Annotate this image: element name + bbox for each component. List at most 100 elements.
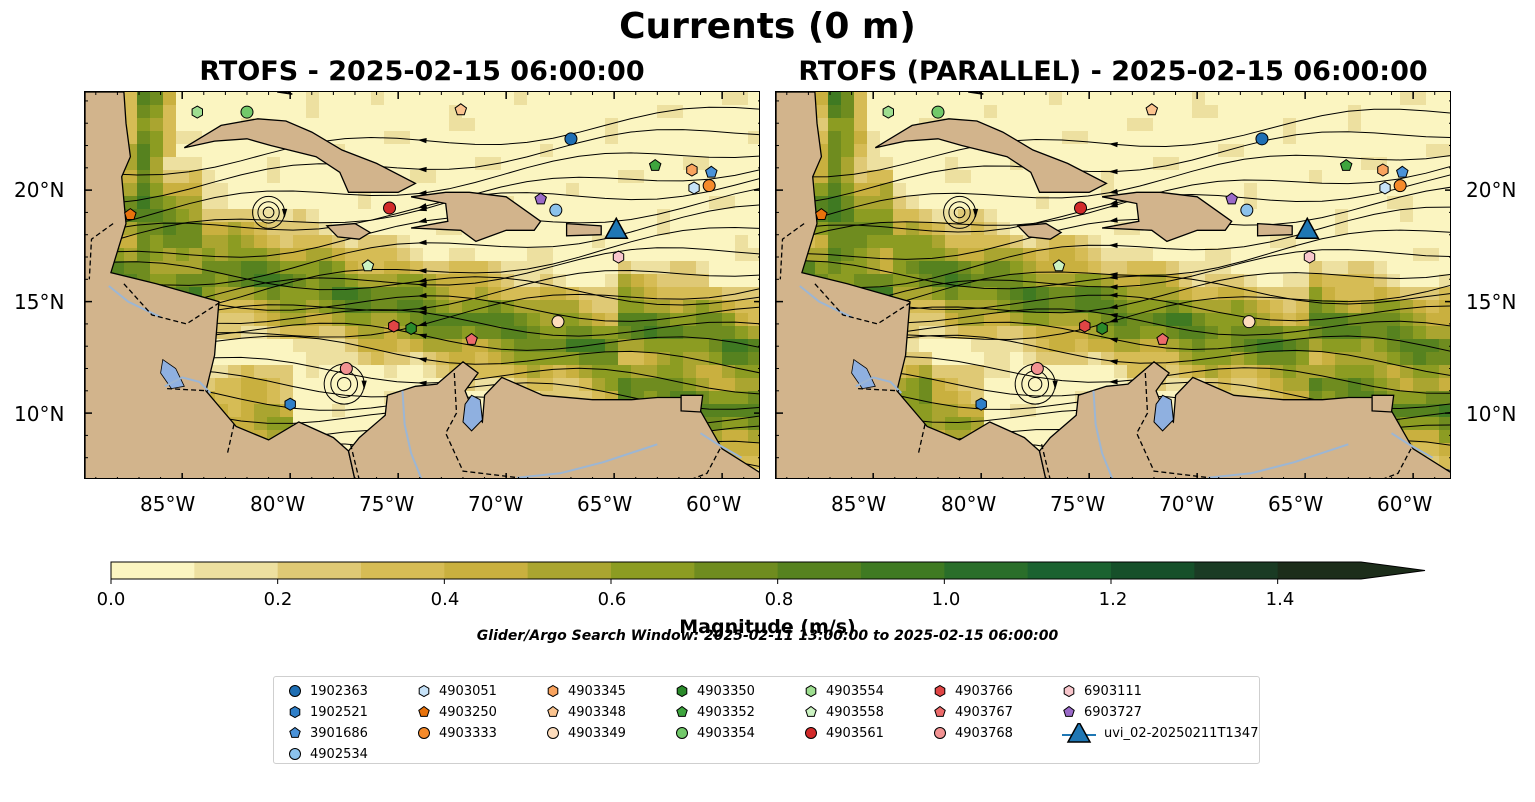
- axis-ticks: [85, 92, 759, 478]
- marker-1902521[interactable]: [284, 397, 296, 411]
- country-borders: [779, 223, 1412, 478]
- lon-tick-b-80: 80°W: [941, 492, 997, 516]
- marker-1902363[interactable]: [1255, 132, 1269, 146]
- legend-item-6903111: 6903111: [1062, 681, 1142, 701]
- lake-nicaragua: [160, 358, 185, 390]
- marker-4903345[interactable]: [686, 163, 698, 177]
- marker-4903333[interactable]: [1393, 179, 1407, 193]
- legend-item-4903354: 4903354: [675, 723, 755, 743]
- legend-label: 4903767: [955, 704, 1013, 720]
- rivers: [799, 285, 1434, 478]
- hexagon-marker-icon: [934, 684, 946, 698]
- marker-6903111[interactable]: [612, 250, 625, 264]
- marker-4903250[interactable]: [124, 207, 137, 220]
- legend-item-4903766: 4903766: [933, 681, 1013, 701]
- lat-tick-left-10: 10°N: [14, 402, 65, 426]
- marker-4903766[interactable]: [388, 319, 400, 333]
- marker-3901686[interactable]: [705, 165, 718, 178]
- search-window-note: Glider/Argo Search Window: 2025-02-11 13…: [476, 628, 1059, 644]
- marker-4903558[interactable]: [1052, 259, 1066, 272]
- observation-markers: [815, 103, 1409, 411]
- hexagon-marker-icon: [289, 705, 301, 719]
- marker-4903558[interactable]: [361, 259, 375, 272]
- marker-4902534[interactable]: [1240, 203, 1254, 217]
- legend-label: 4903250: [439, 704, 497, 720]
- marker-4903767[interactable]: [465, 332, 478, 345]
- pentagon-marker-icon: [547, 705, 559, 717]
- colorbar-bin: [944, 562, 1029, 579]
- legend-item-4902534: 4902534: [288, 744, 368, 764]
- legend-item-4903558: 4903558: [804, 702, 884, 722]
- legend-item-4903561: 4903561: [804, 723, 884, 743]
- marker-4903768[interactable]: [339, 362, 353, 376]
- marker-4903350[interactable]: [1096, 321, 1108, 335]
- map-panel-rtofs-parallel[interactable]: [775, 91, 1451, 479]
- lat-tick-left-15: 15°N: [14, 290, 65, 314]
- colorbar-bin: [1277, 562, 1362, 579]
- legend-label: 4903768: [955, 725, 1013, 741]
- colorbar-bin: [777, 562, 862, 579]
- legend-label: 1902363: [310, 683, 368, 699]
- marker-4903349[interactable]: [1242, 315, 1256, 329]
- marker-4903561[interactable]: [383, 201, 397, 215]
- colorbar-bin: [277, 562, 362, 579]
- marker-4903354[interactable]: [240, 105, 254, 119]
- marker-4903051[interactable]: [688, 181, 700, 195]
- hexagon-marker-icon: [418, 684, 430, 698]
- pentagon-marker-icon: [418, 705, 430, 717]
- marker-3901686[interactable]: [1396, 165, 1409, 178]
- marker-6903111[interactable]: [1303, 250, 1316, 264]
- marker-4903352[interactable]: [1339, 158, 1353, 171]
- marker-4903561[interactable]: [1074, 201, 1088, 215]
- map-canvas: [85, 92, 759, 478]
- marker-4903348[interactable]: [454, 103, 468, 116]
- marker-6903727[interactable]: [1225, 192, 1238, 205]
- legend-label: 6903727: [1084, 704, 1142, 720]
- marker-uvi_02-20250211T1347[interactable]: [1295, 216, 1320, 240]
- pentagon-marker-icon: [934, 705, 946, 717]
- pentagon-marker-icon: [676, 705, 688, 717]
- marker-4903333[interactable]: [702, 179, 716, 193]
- marker-4903766[interactable]: [1079, 319, 1091, 333]
- marker-4902534[interactable]: [549, 203, 563, 217]
- marker-1902521[interactable]: [975, 397, 987, 411]
- colorbar-tick-2: 0.4: [430, 589, 460, 610]
- colorbar-bin: [444, 562, 529, 579]
- legend-item-4903348: 4903348: [546, 702, 626, 722]
- marker-4903051[interactable]: [1379, 181, 1391, 195]
- legend-item-4903333: 4903333: [417, 723, 497, 743]
- marker-4903354[interactable]: [931, 105, 945, 119]
- colorbar-bin: [1111, 562, 1195, 579]
- lon-tick-a-75: 75°W: [359, 492, 415, 516]
- lon-tick-b-65: 65°W: [1268, 492, 1324, 516]
- lon-tick-a-85: 85°W: [140, 492, 196, 516]
- marker-4903345[interactable]: [1377, 163, 1389, 177]
- marker-1902363[interactable]: [564, 132, 578, 146]
- marker-4903352[interactable]: [648, 158, 662, 171]
- marker-6903727[interactable]: [534, 192, 547, 205]
- legend-item-1902363: 1902363: [288, 681, 368, 701]
- marker-4903348[interactable]: [1145, 103, 1159, 116]
- marker-4903554[interactable]: [882, 105, 894, 119]
- triangle-marker-icon: [1062, 723, 1096, 743]
- legend-item-4903350: 4903350: [675, 681, 755, 701]
- marker-uvi_02-20250211T1347[interactable]: [604, 216, 629, 240]
- map-panel-rtofs[interactable]: [84, 91, 760, 479]
- marker-4903250[interactable]: [815, 207, 828, 220]
- colorbar-tick-1: 0.2: [263, 589, 293, 610]
- lat-tick-right-15: 15°N: [1466, 290, 1517, 314]
- colorbar-bin: [611, 562, 695, 579]
- marker-4903349[interactable]: [551, 315, 565, 329]
- marker-4903554[interactable]: [191, 105, 203, 119]
- legend-label: 4903350: [697, 683, 755, 699]
- lake-nicaragua: [851, 358, 876, 390]
- colorbar-tick-3: 0.6: [597, 589, 627, 610]
- marker-4903767[interactable]: [1156, 332, 1169, 345]
- colorbar-tick-7: 1.4: [1265, 589, 1295, 610]
- legend-label: 4903349: [568, 725, 626, 741]
- marker-4903768[interactable]: [1030, 362, 1044, 376]
- colorbar-bin: [361, 562, 445, 579]
- colorbar-bin: [111, 562, 195, 579]
- colorbar-extend-arrow: [1361, 562, 1425, 579]
- marker-4903350[interactable]: [405, 321, 417, 335]
